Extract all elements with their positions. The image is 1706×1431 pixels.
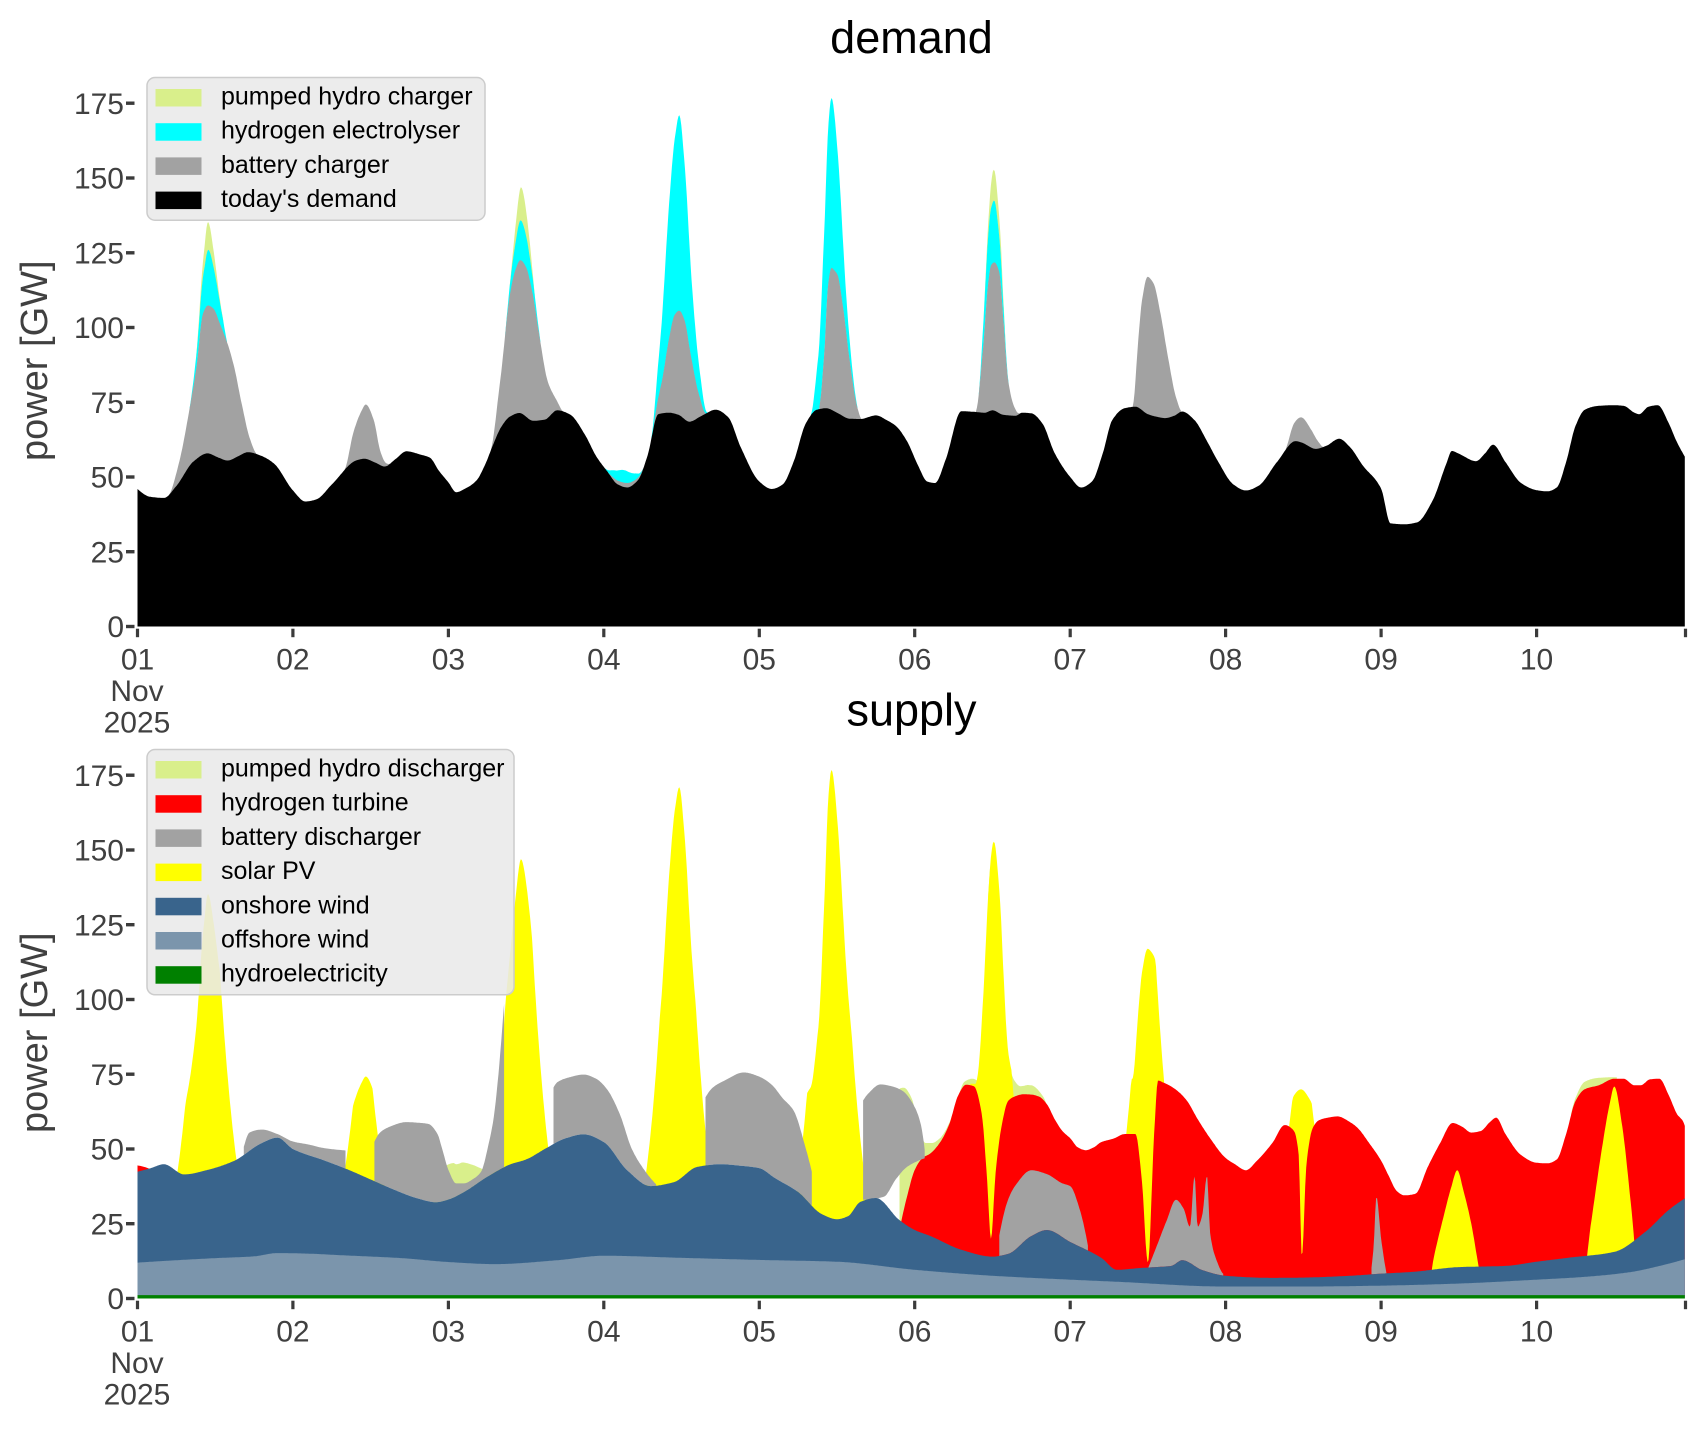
svg-text:power [GW]: power [GW]: [14, 932, 56, 1133]
svg-text:06: 06: [898, 1316, 931, 1349]
svg-text:2025: 2025: [104, 707, 171, 740]
svg-text:demand: demand: [830, 12, 993, 63]
svg-text:onshore wind: onshore wind: [221, 891, 370, 919]
svg-text:01: 01: [121, 644, 154, 677]
svg-text:pumped hydro charger: pumped hydro charger: [221, 83, 473, 111]
svg-text:hydrogen turbine: hydrogen turbine: [221, 789, 409, 817]
svg-text:07: 07: [1054, 644, 1087, 677]
svg-text:today's demand: today's demand: [221, 185, 397, 213]
svg-text:09: 09: [1364, 1316, 1397, 1349]
svg-text:175: 175: [74, 760, 124, 793]
svg-text:25: 25: [91, 536, 124, 569]
svg-text:08: 08: [1209, 1316, 1242, 1349]
svg-text:03: 03: [432, 1316, 465, 1349]
svg-text:100: 100: [74, 984, 124, 1017]
svg-text:150: 150: [74, 835, 124, 868]
svg-text:125: 125: [74, 237, 124, 270]
svg-text:75: 75: [91, 387, 124, 420]
svg-text:125: 125: [74, 909, 124, 942]
svg-text:100: 100: [74, 312, 124, 345]
svg-text:50: 50: [91, 1134, 124, 1167]
svg-text:offshore wind: offshore wind: [221, 926, 369, 954]
svg-text:battery discharger: battery discharger: [221, 823, 421, 851]
svg-text:03: 03: [432, 644, 465, 677]
svg-text:supply: supply: [846, 685, 977, 736]
svg-text:0: 0: [107, 1283, 124, 1316]
svg-text:solar PV: solar PV: [221, 857, 316, 885]
svg-text:25: 25: [91, 1208, 124, 1241]
svg-text:05: 05: [743, 1316, 776, 1349]
svg-text:175: 175: [74, 88, 124, 121]
svg-text:150: 150: [74, 163, 124, 196]
svg-text:10: 10: [1520, 644, 1553, 677]
svg-text:pumped hydro discharger: pumped hydro discharger: [221, 755, 505, 783]
svg-text:07: 07: [1054, 1316, 1087, 1349]
svg-text:09: 09: [1364, 644, 1397, 677]
svg-text:08: 08: [1209, 644, 1242, 677]
svg-text:04: 04: [587, 1316, 620, 1349]
svg-text:power [GW]: power [GW]: [14, 260, 56, 461]
svg-text:hydrogen electrolyser: hydrogen electrolyser: [221, 117, 460, 145]
svg-text:2025: 2025: [104, 1379, 171, 1412]
svg-text:05: 05: [743, 644, 776, 677]
svg-text:50: 50: [91, 462, 124, 495]
svg-text:75: 75: [91, 1059, 124, 1092]
svg-text:0: 0: [107, 611, 124, 644]
svg-text:06: 06: [898, 644, 931, 677]
svg-text:01: 01: [121, 1316, 154, 1349]
svg-text:10: 10: [1520, 1316, 1553, 1349]
svg-text:battery charger: battery charger: [221, 151, 389, 179]
svg-text:Nov: Nov: [110, 675, 163, 708]
svg-text:02: 02: [276, 1316, 309, 1349]
svg-text:04: 04: [587, 644, 620, 677]
svg-text:02: 02: [276, 644, 309, 677]
svg-text:hydroelectricity: hydroelectricity: [221, 960, 388, 988]
svg-text:Nov: Nov: [110, 1347, 163, 1380]
